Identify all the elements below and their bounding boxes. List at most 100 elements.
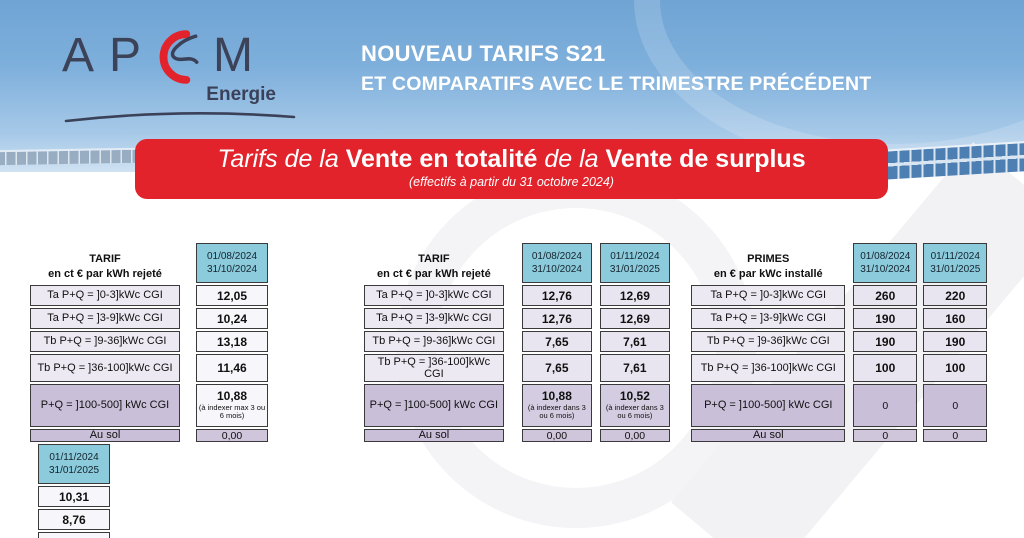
row-label: Au sol bbox=[30, 429, 180, 442]
tariff-value: 11,46 bbox=[196, 354, 268, 382]
table-title: TARIF en ct € par kWh rejeté bbox=[30, 243, 180, 283]
period-header: 01/11/2024 31/01/2025 bbox=[599, 243, 670, 283]
period-start-date: 01/08/2024 bbox=[860, 250, 911, 262]
tariff-value-noted: 10,52 (à indexer dans 3 ou 6 mois) bbox=[599, 384, 670, 427]
table-title-line1: TARIF bbox=[418, 253, 450, 266]
row-label: Tb P+Q = ]9-36]kWc CGI bbox=[691, 331, 846, 352]
prime-value: 220 bbox=[923, 285, 988, 306]
logo-letter-m: M bbox=[213, 29, 254, 82]
tariff-value: 12,69 bbox=[599, 285, 670, 306]
period-end-date: 31/10/2024 bbox=[860, 264, 911, 275]
tariff-value: 0,00 bbox=[196, 429, 268, 442]
prime-value: 0 bbox=[853, 429, 918, 442]
label-column: TARIF en ct € par kWh rejeté Ta P+Q = ]0… bbox=[30, 243, 180, 444]
period-column-2: 01/11/2024 31/01/2025 220 160 190 100 0 … bbox=[923, 243, 988, 444]
banner-title-bold2: Vente de surplus bbox=[605, 145, 806, 173]
row-label: Ta P+Q = ]0-3]kWc CGI bbox=[30, 285, 180, 306]
period-start-date: 01/08/2024 bbox=[531, 250, 582, 262]
period-column-2: 01/11/2024 31/01/2025 10,31 8,76 13,02 1… bbox=[38, 444, 110, 538]
table-title: PRIMES en € par kWc installé bbox=[691, 243, 845, 283]
prime-value: 0 bbox=[923, 429, 988, 442]
tariff-value: 10,88 bbox=[541, 388, 572, 403]
period-header: 01/11/2024 31/01/2025 bbox=[38, 444, 110, 484]
tariff-note: (à indexer dans 3 ou 6 mois) bbox=[527, 402, 586, 421]
period-header: 01/08/2024 31/10/2024 bbox=[521, 243, 592, 283]
tariff-value: 7,61 bbox=[599, 331, 670, 352]
logo-letter-a: A bbox=[62, 29, 95, 82]
row-label: Tb P+Q = ]36-100]kWc CGI bbox=[363, 354, 504, 382]
row-label: Ta P+Q = ]3-9]kWc CGI bbox=[363, 308, 504, 329]
apem-logo-letters: A P M bbox=[62, 28, 302, 84]
table-title-line1: PRIMES bbox=[747, 253, 790, 266]
period-header: 01/08/2024 31/10/2024 bbox=[853, 243, 918, 283]
period-end-date: 31/01/2025 bbox=[48, 465, 100, 476]
period-column-1: 01/08/2024 31/10/2024 12,05 10,24 13,18 … bbox=[196, 243, 268, 444]
tariff-value: 0,00 bbox=[521, 429, 592, 442]
table-group-vente-totalite: TARIF en ct € par kWh rejeté Ta P+Q = ]0… bbox=[30, 243, 347, 538]
tables-section: TARIF en ct € par kWh rejeté Ta P+Q = ]0… bbox=[30, 243, 1024, 538]
tariff-value: 13,18 bbox=[196, 331, 268, 352]
table-group-vente-surplus: TARIF en ct € par kWh rejeté Ta P+Q = ]0… bbox=[363, 243, 677, 538]
tariff-value: 10,88 bbox=[216, 388, 248, 403]
row-label: P+Q = ]100-500] kWc CGI bbox=[30, 384, 180, 427]
period-header: 01/08/2024 31/10/2024 bbox=[196, 243, 268, 283]
row-label: Tb P+Q = ]36-100]kWc CGI bbox=[30, 354, 180, 382]
header-line2: ET COMPARATIFS AVEC LE TRIMESTRE PRÉCÉDE… bbox=[361, 73, 872, 95]
prime-value: 0 bbox=[923, 384, 988, 427]
row-label: P+Q = ]100-500] kWc CGI bbox=[363, 384, 504, 427]
prime-value: 190 bbox=[853, 308, 918, 329]
period-column-1: 01/08/2024 31/10/2024 260 190 190 100 0 … bbox=[853, 243, 918, 444]
tariff-value: 12,69 bbox=[599, 308, 670, 329]
prime-value: 160 bbox=[923, 308, 988, 329]
period-start-date: 01/11/2024 bbox=[49, 451, 99, 463]
period-column-1: 01/08/2024 31/10/2024 12,76 12,76 7,65 7… bbox=[521, 243, 592, 444]
period-header: 01/11/2024 31/01/2025 bbox=[923, 243, 988, 283]
period-end-date: 31/10/2024 bbox=[531, 264, 582, 275]
row-label: Ta P+Q = ]3-9]kWc CGI bbox=[30, 308, 180, 329]
prime-value: 0 bbox=[853, 384, 918, 427]
tariff-value: 10,52 bbox=[619, 388, 650, 403]
title-banner: Tarifs de la Vente en totalité de la Ven… bbox=[135, 139, 888, 199]
prime-value: 190 bbox=[853, 331, 918, 352]
apem-logo: A P M Energie bbox=[62, 28, 302, 124]
tariff-value: 0,00 bbox=[599, 429, 670, 442]
prime-value: 100 bbox=[923, 354, 988, 382]
tariff-value: 12,05 bbox=[196, 285, 268, 306]
period-end-date: 31/01/2025 bbox=[609, 264, 660, 275]
table-title-line1: TARIF bbox=[89, 253, 121, 266]
banner-title-mid: de la bbox=[537, 145, 606, 173]
row-label: Au sol bbox=[691, 429, 846, 442]
table-title-line2: en ct € par kWh rejeté bbox=[377, 267, 491, 280]
row-label: Tb P+Q = ]9-36]kWc CGI bbox=[363, 331, 504, 352]
tariff-value: 10,24 bbox=[196, 308, 268, 329]
tariff-value: 12,76 bbox=[521, 285, 592, 306]
banner-title-pre: Tarifs de la bbox=[217, 145, 346, 173]
logo-subtitle: Energie bbox=[206, 84, 276, 105]
prime-value: 260 bbox=[853, 285, 918, 306]
prime-value: 100 bbox=[853, 354, 918, 382]
row-label: Ta P+Q = ]0-3]kWc CGI bbox=[691, 285, 846, 306]
period-start-date: 01/08/2024 bbox=[206, 250, 258, 262]
table-title-line2: en ct € par kWh rejeté bbox=[48, 267, 162, 280]
label-column: TARIF en ct € par kWh rejeté Ta P+Q = ]0… bbox=[363, 243, 504, 444]
tariff-note: (à indexer dans 3 ou 6 mois) bbox=[605, 402, 664, 421]
banner-title-bold1: Vente en totalité bbox=[345, 145, 538, 173]
row-label: Tb P+Q = ]9-36]kWc CGI bbox=[30, 331, 180, 352]
tariff-value: 7,61 bbox=[599, 354, 670, 382]
page-header: NOUVEAU TARIFS S21 ET COMPARATIFS AVEC L… bbox=[361, 41, 871, 96]
tariff-value: 10,31 bbox=[38, 486, 110, 507]
prime-value: 190 bbox=[923, 331, 988, 352]
solar-panel-strip-left bbox=[0, 147, 139, 166]
logo-letter-p: P bbox=[109, 29, 142, 82]
tariff-value: 13,02 bbox=[38, 532, 110, 538]
logo-swoosh-icon bbox=[64, 112, 296, 123]
tariff-value: 7,65 bbox=[521, 354, 592, 382]
row-label: Tb P+Q = ]36-100]kWc CGI bbox=[691, 354, 846, 382]
table-title: TARIF en ct € par kWh rejeté bbox=[364, 243, 504, 283]
row-label: Au sol bbox=[363, 429, 504, 442]
row-label: Ta P+Q = ]0-3]kWc CGI bbox=[363, 285, 504, 306]
tariff-value: 12,76 bbox=[521, 308, 592, 329]
period-start-date: 01/11/2024 bbox=[610, 250, 660, 262]
row-label: P+Q = ]100-500] kWc CGI bbox=[691, 384, 846, 427]
